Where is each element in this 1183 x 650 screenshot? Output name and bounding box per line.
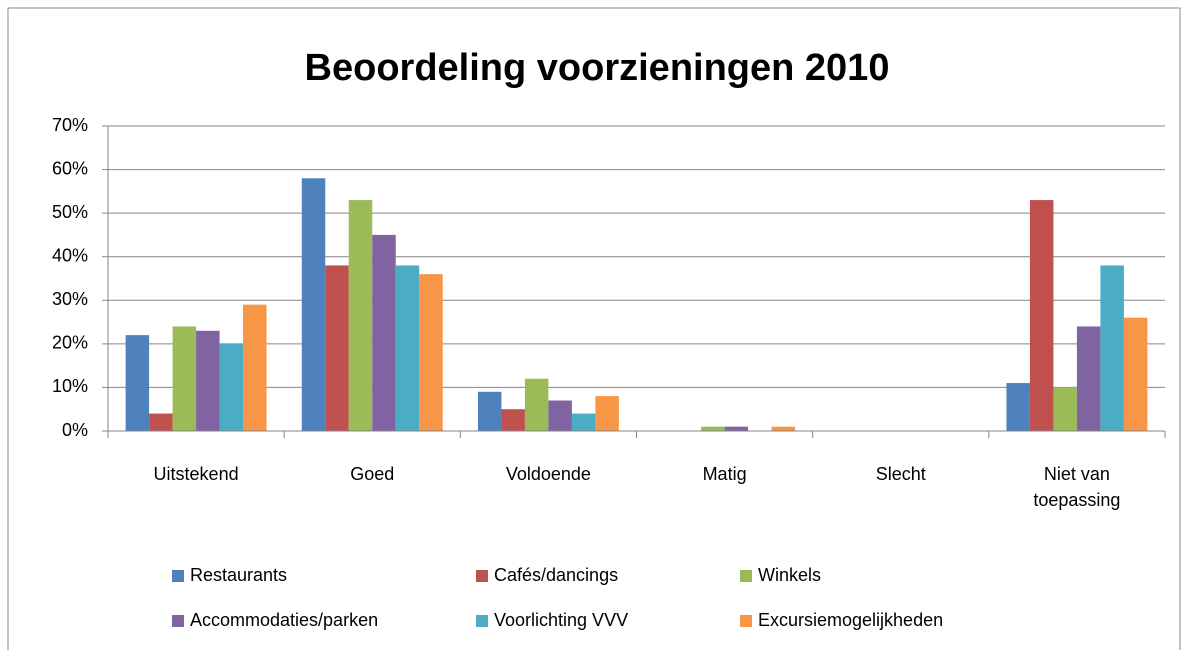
legend-label: Cafés/dancings bbox=[494, 565, 618, 585]
bar bbox=[243, 304, 267, 431]
bar bbox=[1100, 265, 1124, 431]
bar bbox=[1006, 383, 1030, 431]
bar bbox=[524, 378, 549, 431]
bar bbox=[172, 326, 197, 431]
bar bbox=[1076, 326, 1101, 431]
bar bbox=[348, 200, 373, 431]
bar bbox=[724, 426, 749, 431]
x-tick-label: Goed bbox=[350, 464, 395, 484]
bar bbox=[196, 330, 220, 431]
bar bbox=[701, 426, 725, 431]
x-tick-label: Matig bbox=[702, 464, 747, 484]
chart-frame bbox=[7, 7, 1181, 650]
y-tick-label: 50% bbox=[52, 202, 88, 222]
bar bbox=[477, 391, 502, 431]
legend-swatch bbox=[476, 570, 488, 582]
bar bbox=[771, 426, 796, 431]
y-tick-label: 0% bbox=[62, 420, 88, 440]
bar bbox=[548, 400, 572, 431]
legend-swatch bbox=[172, 570, 184, 582]
y-tick-label: 20% bbox=[52, 333, 88, 353]
y-tick-label: 70% bbox=[52, 115, 88, 135]
bar bbox=[501, 409, 525, 431]
bar bbox=[571, 413, 596, 431]
bar bbox=[372, 234, 396, 431]
chart-title: Beoordeling voorzieningen 2010 bbox=[305, 47, 890, 89]
legend-label: Winkels bbox=[758, 565, 821, 585]
legend-label: Accommodaties/parken bbox=[190, 610, 378, 630]
y-tick-label: 10% bbox=[52, 376, 88, 396]
bar bbox=[595, 396, 619, 431]
bar bbox=[1123, 317, 1148, 431]
bar bbox=[325, 265, 349, 431]
bar bbox=[1053, 387, 1077, 431]
bar bbox=[125, 335, 150, 431]
x-tick-label: Voldoende bbox=[505, 464, 591, 484]
y-tick-label: 60% bbox=[52, 158, 88, 178]
bar bbox=[301, 178, 326, 431]
legend-label: Restaurants bbox=[190, 565, 287, 585]
legend-swatch bbox=[476, 615, 488, 627]
y-tick-label: 30% bbox=[52, 289, 88, 309]
x-tick-label: Niet van toepassing bbox=[1033, 464, 1121, 510]
x-tick-label: Uitstekend bbox=[153, 464, 239, 484]
bar bbox=[395, 265, 420, 431]
legend-label: Voorlichting VVV bbox=[494, 610, 628, 630]
legend-swatch bbox=[740, 570, 752, 582]
x-tick-label: Slecht bbox=[875, 464, 926, 484]
legend-swatch bbox=[172, 615, 184, 627]
bar bbox=[149, 413, 173, 431]
y-tick-label: 40% bbox=[52, 245, 88, 265]
bar bbox=[219, 343, 244, 431]
legend-swatch bbox=[740, 615, 752, 627]
bar bbox=[1029, 200, 1054, 431]
bar bbox=[419, 274, 443, 431]
legend-label: Excursiemogelijkheden bbox=[758, 610, 943, 630]
